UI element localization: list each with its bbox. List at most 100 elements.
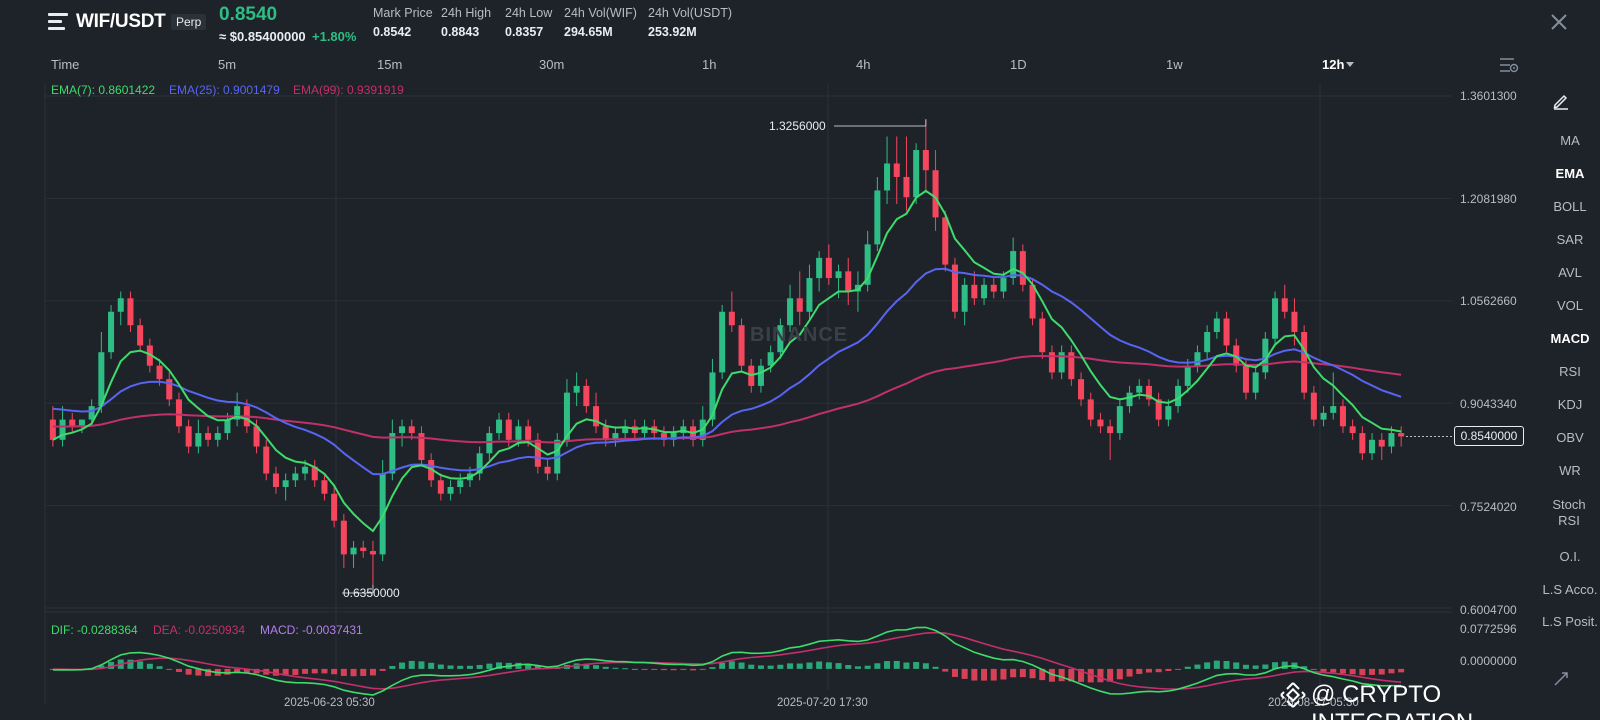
- toolbar-vol[interactable]: VOL: [1556, 298, 1583, 313]
- tab-5m[interactable]: 5m: [218, 57, 237, 72]
- candle-body: [922, 150, 929, 171]
- tab-30m[interactable]: 30m: [539, 57, 565, 72]
- stat-value: 0.8843: [441, 25, 480, 39]
- candle-body: [1388, 433, 1395, 447]
- chart-settings-icon[interactable]: [1499, 56, 1519, 74]
- toolbar-oi[interactable]: O.I.: [1559, 549, 1581, 564]
- candle-body: [156, 365, 163, 380]
- expand-icon[interactable]: [1553, 671, 1569, 687]
- candle-body: [1223, 318, 1230, 346]
- candle-body: [185, 426, 192, 447]
- macd-histogram-bar: [1262, 664, 1269, 669]
- candle-body: [49, 419, 56, 440]
- candle-body: [117, 298, 124, 312]
- current-price-tag: 0.8540000: [1454, 426, 1524, 447]
- macd-histogram-bar: [1369, 668, 1376, 675]
- toolbar-ema[interactable]: EMA: [1555, 166, 1585, 181]
- candle-body: [1175, 385, 1182, 407]
- candle-body: [137, 325, 144, 346]
- candle-body: [389, 433, 396, 474]
- candle-body: [505, 419, 512, 440]
- candle-body: [1000, 278, 1007, 292]
- macd-histogram-bar: [757, 665, 764, 669]
- tab-4h[interactable]: 4h: [856, 57, 871, 72]
- candle-body: [806, 278, 813, 312]
- dea-line: [52, 631, 1402, 690]
- macd-histogram-bar: [156, 666, 163, 669]
- symbol-name[interactable]: WIF/USDT: [76, 11, 166, 32]
- macd-histogram-bar: [835, 663, 842, 669]
- toolbar-stoch-rsi[interactable]: Stoch RSI: [1552, 497, 1586, 528]
- candle-body: [1184, 365, 1191, 386]
- candle-body: [1359, 433, 1366, 454]
- candle-body: [1398, 433, 1405, 437]
- candle-body: [486, 433, 493, 454]
- macd-histogram-bar: [1165, 668, 1172, 671]
- macd-histogram-bar: [951, 668, 958, 677]
- toolbar-boll[interactable]: BOLL: [1553, 199, 1587, 214]
- watermark-text: BINANCE: [750, 324, 849, 346]
- macd-histogram-bar: [185, 668, 192, 675]
- stat-label: 24h Vol(USDT): [648, 6, 733, 20]
- candle-body: [214, 433, 221, 440]
- tab-12h[interactable]: 12h: [1322, 57, 1345, 72]
- toolbar-obv[interactable]: OBV: [1556, 430, 1584, 445]
- candle-body: [728, 311, 735, 326]
- toolbar-ls-account[interactable]: L.S Acco.: [1542, 582, 1598, 597]
- low-label: 0.6350000: [343, 586, 400, 600]
- macd-histogram-bar: [981, 668, 988, 681]
- macd-histogram-bar: [631, 668, 638, 670]
- toolbar-rsi[interactable]: RSI: [1559, 364, 1581, 379]
- candle-body: [59, 419, 66, 440]
- macd-histogram-bar: [525, 663, 532, 669]
- chevron-down-icon[interactable]: [1346, 62, 1354, 67]
- toolbar-kdj[interactable]: KDJ: [1557, 397, 1583, 412]
- macd-histogram-bar: [825, 662, 832, 669]
- macd-histogram-bar: [1136, 668, 1143, 674]
- toolbar-wr[interactable]: WR: [1559, 463, 1581, 478]
- stat-label: 24h Low: [505, 6, 553, 20]
- ema-lines-layer: [52, 189, 1402, 533]
- candle-body: [884, 163, 891, 191]
- pencil-icon[interactable]: [1552, 92, 1570, 110]
- candle-body: [69, 419, 76, 427]
- candle-body: [234, 406, 241, 420]
- candle-body: [680, 426, 687, 434]
- candle-body: [1165, 406, 1172, 420]
- brand-watermark: @ CRYPTO INTEGRATION: [1311, 681, 1473, 720]
- macd-histogram-bar: [272, 668, 279, 676]
- tab-1d[interactable]: 1D: [1010, 57, 1027, 72]
- close-icon[interactable]: [1549, 12, 1569, 32]
- macd-histogram-bar: [1281, 661, 1288, 669]
- tab-1h[interactable]: 1h: [702, 57, 717, 72]
- candle-body: [88, 406, 95, 420]
- macd-histogram-bar: [476, 664, 483, 669]
- macd-histogram-bar: [777, 664, 784, 669]
- macd-histogram-bar: [1213, 660, 1220, 669]
- candle-body: [263, 446, 270, 474]
- candle-body: [1213, 318, 1220, 332]
- macd-histogram-bar: [796, 663, 803, 669]
- macd-histogram-bar: [466, 665, 473, 669]
- macd-histogram-bar: [719, 662, 726, 669]
- toolbar-ls-position[interactable]: L.S Posit.: [1542, 614, 1598, 629]
- macd-histogram-bar: [1068, 668, 1075, 682]
- macd-histogram-bar: [1252, 665, 1259, 669]
- macd-histogram-bar: [234, 668, 241, 674]
- toolbar-ma[interactable]: MA: [1560, 133, 1580, 148]
- tab-time[interactable]: Time: [51, 57, 80, 72]
- toolbar-avl[interactable]: AVL: [1558, 265, 1582, 280]
- candle-body: [1194, 352, 1201, 366]
- toolbar-macd[interactable]: MACD: [1550, 331, 1590, 346]
- candle-body: [108, 311, 115, 353]
- menu-icon[interactable]: [48, 13, 68, 31]
- candle-body: [816, 257, 823, 279]
- candle-body: [311, 466, 318, 481]
- candle-body: [78, 419, 85, 427]
- macd-histogram-bar: [437, 664, 444, 669]
- toolbar-sar[interactable]: SAR: [1556, 232, 1584, 247]
- candle-body: [331, 493, 338, 521]
- tab-1w[interactable]: 1w: [1166, 57, 1183, 72]
- tab-15m[interactable]: 15m: [377, 57, 403, 72]
